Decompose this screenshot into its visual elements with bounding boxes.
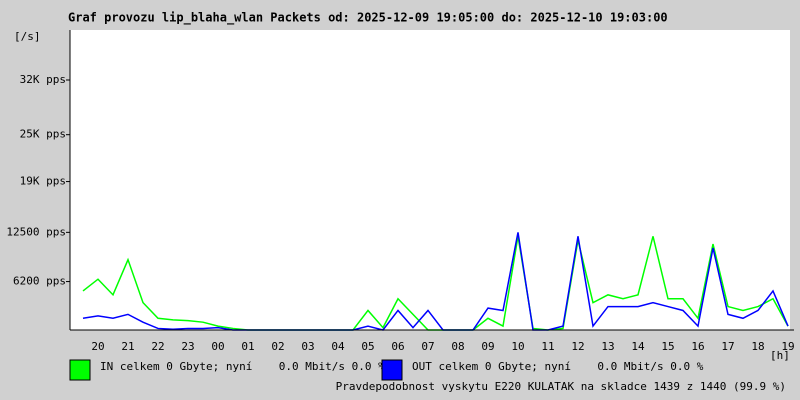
x-tick-label: 13: [601, 340, 614, 353]
x-tick-label: 18: [751, 340, 764, 353]
x-tick-label: 14: [631, 340, 645, 353]
x-tick-label: 00: [211, 340, 224, 353]
chart-title: Graf provozu lip_blaha_wlan Packets od: …: [68, 11, 668, 26]
legend-swatch: [381, 359, 403, 381]
x-tick-label: 17: [721, 340, 734, 353]
x-tick-label: 16: [691, 340, 704, 353]
y-tick-label: 19K pps: [20, 175, 66, 188]
x-tick-label: 22: [151, 340, 164, 353]
series-line: [82, 232, 789, 331]
x-tick-label: 10: [511, 340, 524, 353]
note: Pravdepodobnost vyskytu E220 KULATAK na …: [336, 380, 786, 393]
x-tick-label: 11: [541, 340, 554, 353]
plot-area: [70, 30, 790, 330]
x-tick-label: 07: [421, 340, 434, 353]
x-tick-label: 01: [241, 340, 254, 353]
x-tick-label: 20: [91, 340, 104, 353]
legend-swatch: [69, 359, 91, 381]
x-tick-label: 09: [481, 340, 494, 353]
x-tick-label: 23: [181, 340, 194, 353]
y-unit: [/s]: [14, 30, 41, 43]
x-tick-label: 06: [391, 340, 404, 353]
x-unit: [h]: [770, 349, 790, 362]
x-tick-label: 15: [661, 340, 674, 353]
x-tick-label: 12: [571, 340, 584, 353]
y-tick-label: 6200 pps: [13, 275, 66, 288]
x-tick-label: 05: [361, 340, 374, 353]
x-tick-label: 21: [121, 340, 134, 353]
x-tick-label: 04: [331, 340, 345, 353]
x-tick-label: 08: [451, 340, 464, 353]
x-tick-label: 03: [301, 340, 314, 353]
y-tick-label: 12500 pps: [6, 225, 66, 238]
y-tick-label: 32K pps: [20, 73, 66, 86]
x-tick-label: 19: [781, 340, 794, 353]
y-tick-label: 25K pps: [20, 128, 66, 141]
x-tick-label: 02: [271, 340, 284, 353]
legend-label: IN celkem 0 Gbyte; nyní 0.0 Mbit/s 0.0 %: [100, 360, 385, 373]
legend-label: OUT celkem 0 Gbyte; nyní 0.0 Mbit/s 0.0 …: [412, 360, 704, 373]
